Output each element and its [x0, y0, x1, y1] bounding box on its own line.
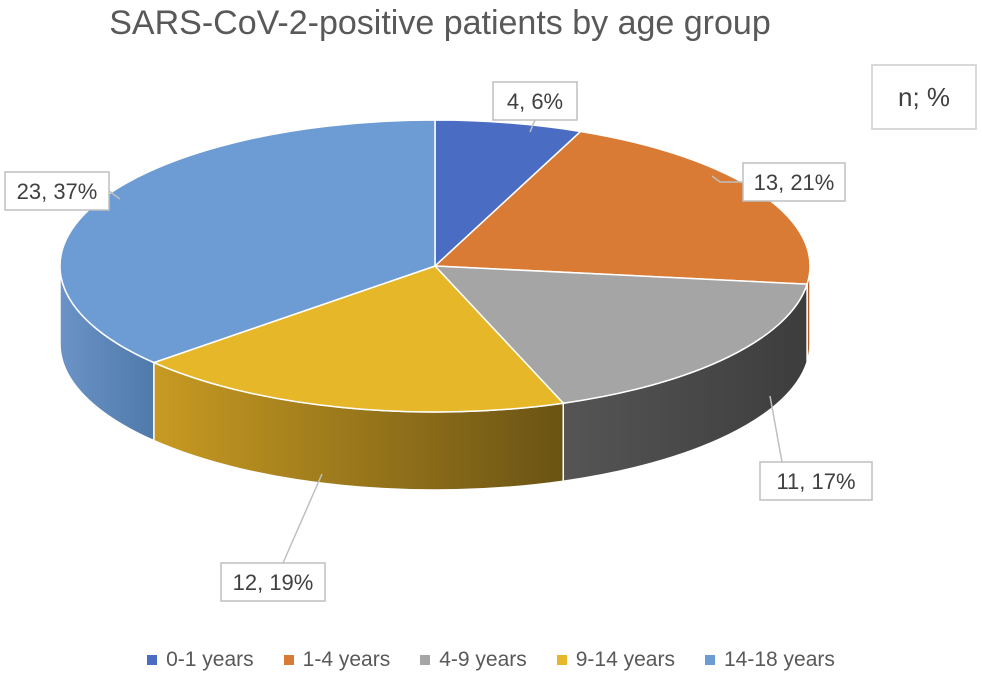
pie-slice-0-1-years	[434, 119, 583, 268]
label-box	[4, 171, 110, 211]
legend-item-14-18-years: 14-18 years	[704, 648, 835, 672]
legend-label: 14-18 years	[723, 648, 835, 671]
label-text: 4, 6%	[507, 89, 563, 114]
label-text: 11, 17%	[776, 469, 855, 494]
legend-item-1-4-years: 1-4 years	[283, 648, 391, 672]
label-text: 13, 21%	[754, 170, 835, 195]
legend-swatch	[556, 655, 567, 665]
chart-title: SARS-CoV-2-positive patients by age grou…	[109, 4, 771, 42]
data-labels: 4, 6% 13, 21% 11, 17% 12, 19% 23, 37%	[4, 81, 873, 602]
label-text: 12, 19%	[233, 570, 314, 595]
legend-item-9-14-years: 9-14 years	[556, 648, 675, 672]
legend-swatch	[147, 655, 158, 665]
pie-chart: 4, 6% 13, 21% 11, 17% 12, 19% 23, 37%	[4, 81, 873, 602]
units-label-box: n; %	[871, 64, 977, 130]
units-label: n; %	[897, 81, 951, 112]
legend: 0-1 years 1-4 years 4-9 years 9-14 years…	[0, 648, 982, 672]
data-label-14-18-years: 23, 37%	[4, 171, 121, 211]
label-box	[759, 461, 873, 501]
label-leader-line	[711, 175, 743, 183]
legend-item-4-9-years: 4-9 years	[420, 648, 527, 672]
label-leader-line	[108, 190, 121, 200]
legend-swatch	[283, 655, 294, 665]
label-leader-line	[529, 119, 536, 133]
data-label-9-14-years: 12, 19%	[220, 473, 326, 602]
label-text: 23, 37%	[17, 179, 98, 204]
legend-label: 9-14 years	[575, 648, 675, 671]
pie-top	[59, 119, 811, 413]
legend-swatch	[704, 655, 715, 665]
legend-label: 0-1 years	[166, 648, 254, 671]
legend-label: 1-4 years	[302, 648, 391, 671]
legend-swatch	[420, 655, 431, 665]
label-leader-line	[282, 473, 323, 564]
legend-item-0-1-years: 0-1 years	[147, 648, 254, 672]
data-label-0-1-years: 4, 6%	[492, 81, 578, 133]
data-label-4-9-years: 11, 17%	[759, 395, 873, 501]
label-box	[742, 162, 846, 202]
pie-slice-9-14-years	[151, 265, 565, 413]
label-box	[220, 562, 326, 602]
label-box	[492, 81, 578, 121]
label-leader-line	[769, 395, 783, 463]
legend-label: 4-9 years	[439, 648, 527, 671]
pie-slice-4-9-years	[433, 265, 809, 404]
data-label-1-4-years: 13, 21%	[711, 162, 846, 202]
